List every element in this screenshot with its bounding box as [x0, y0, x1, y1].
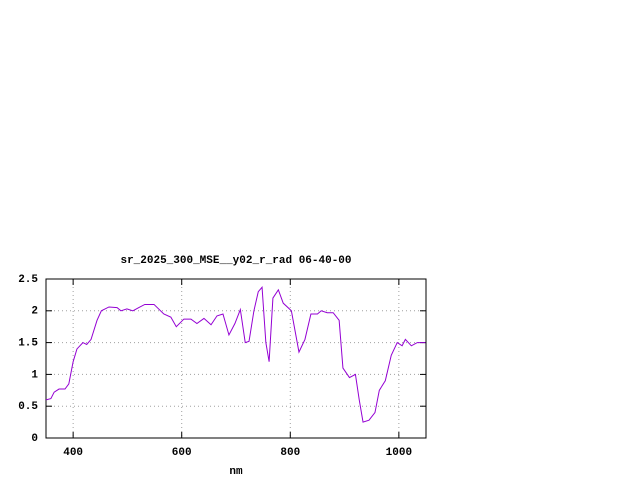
y-tick-label: 0.5: [18, 401, 38, 413]
y-tick-label: 1: [31, 369, 38, 381]
y-tick-label: 2.5: [18, 274, 38, 286]
x-tick-label: 400: [63, 447, 83, 459]
x-axis-label: nm: [229, 466, 243, 478]
y-tick-label: 1.5: [18, 338, 38, 350]
x-tick-label: 600: [172, 447, 192, 459]
data-line: [45, 286, 426, 423]
chart-title: sr_2025_300_MSE__y02_r_rad 06-40-00: [120, 255, 351, 267]
x-tick-label: 1000: [386, 447, 412, 459]
y-tick-label: 2: [31, 306, 38, 318]
x-tick-label: 800: [280, 447, 300, 459]
y-tick-label: 0: [31, 433, 38, 445]
plot-frame: [45, 278, 427, 439]
